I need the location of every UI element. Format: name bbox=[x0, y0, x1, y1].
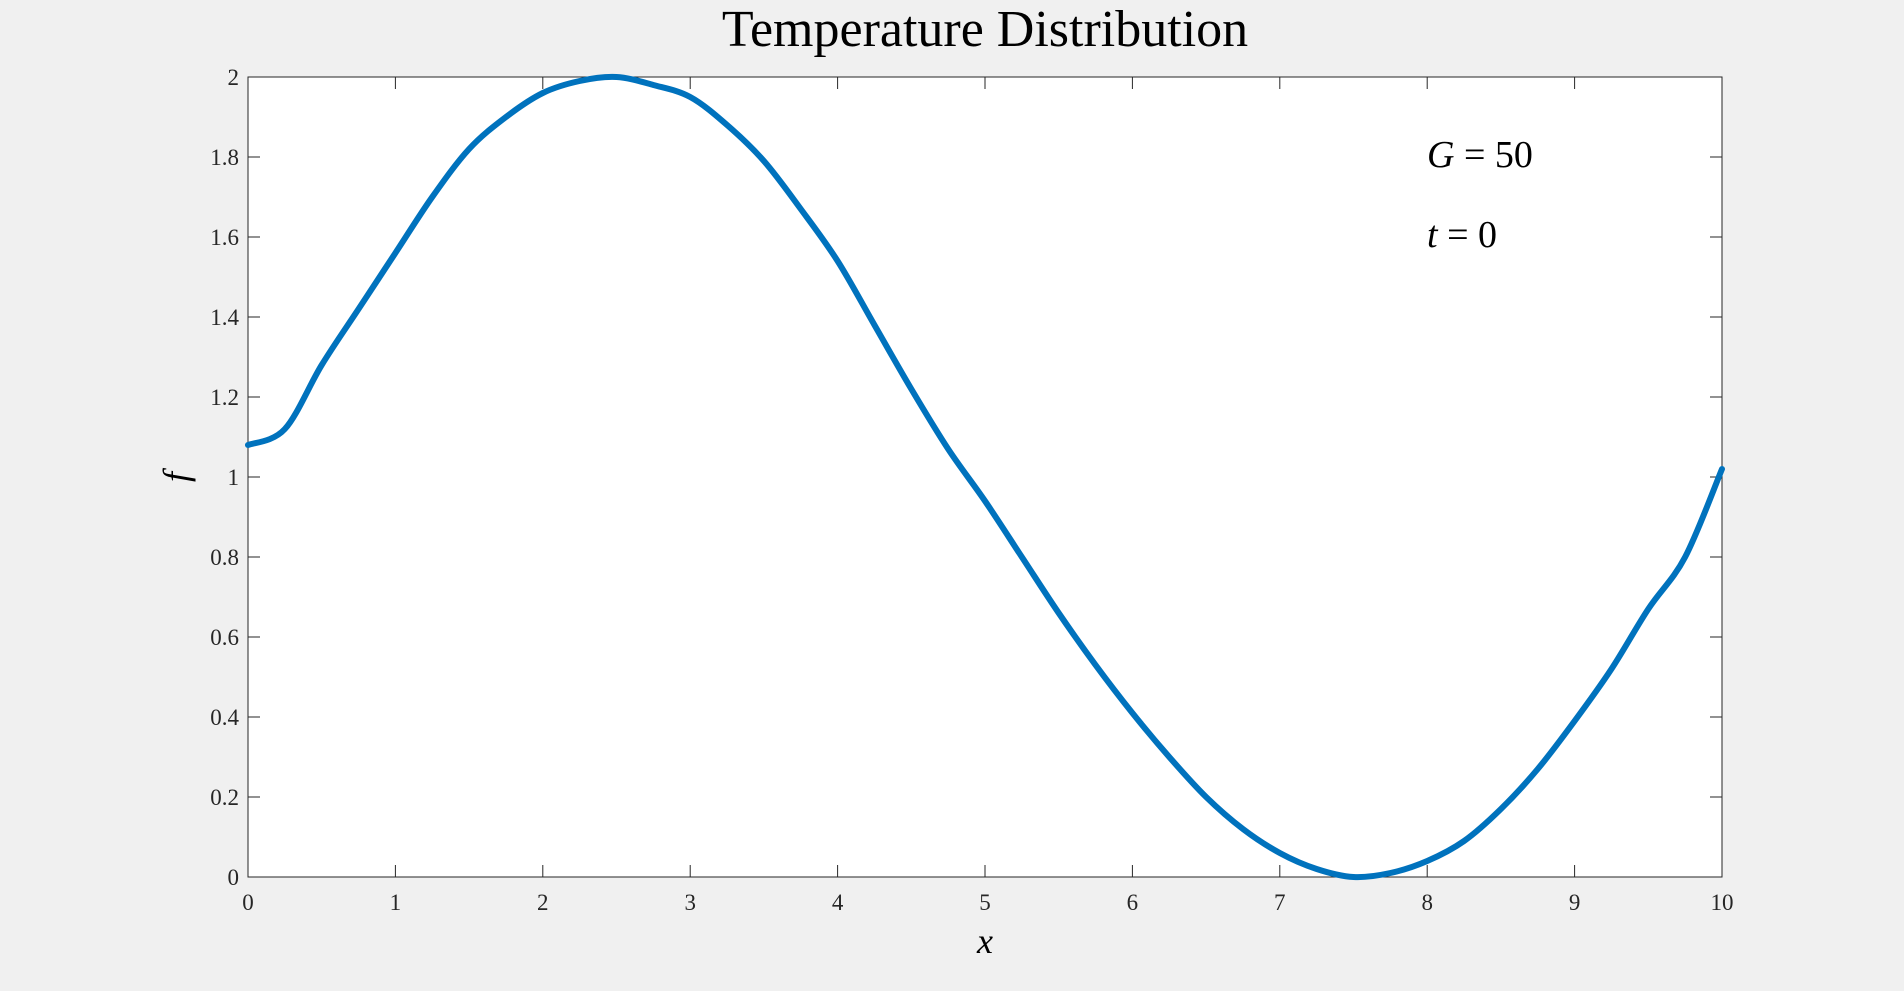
x-tick-label: 3 bbox=[684, 890, 696, 915]
y-tick-label: 1.4 bbox=[210, 305, 239, 330]
y-tick-label: 0.2 bbox=[210, 785, 239, 810]
y-tick-label: 0 bbox=[228, 865, 240, 890]
y-tick-label: 0.4 bbox=[210, 705, 239, 730]
y-axis-label: f bbox=[156, 467, 196, 482]
x-tick-label: 10 bbox=[1711, 890, 1734, 915]
x-tick-label: 8 bbox=[1421, 890, 1433, 915]
x-tick-label: 0 bbox=[242, 890, 254, 915]
chart-title: Temperature Distribution bbox=[722, 1, 1248, 58]
x-axis: 0 1 2 3 4 5 6 7 8 9 10 bbox=[242, 77, 1734, 915]
x-tick-label: 9 bbox=[1569, 890, 1581, 915]
annotations: G = 50 t = 0 bbox=[1427, 134, 1533, 256]
y-tick-label: 1.2 bbox=[210, 385, 239, 410]
x-tick-label: 6 bbox=[1127, 890, 1139, 915]
x-axis-label: x bbox=[976, 921, 993, 961]
plot-area bbox=[247, 76, 1723, 878]
annotation-equals: = bbox=[1454, 134, 1494, 176]
y-tick-label: 1.8 bbox=[210, 145, 239, 170]
x-tick-label: 4 bbox=[832, 890, 844, 915]
annotation-equals: = bbox=[1438, 214, 1478, 256]
annotation-value: 0 bbox=[1478, 214, 1497, 256]
x-tick-label: 7 bbox=[1274, 890, 1286, 915]
annotation-variable: G bbox=[1427, 134, 1454, 176]
annotation-value: 50 bbox=[1495, 134, 1533, 176]
series-line bbox=[245, 73, 1725, 881]
series-layer bbox=[245, 73, 1725, 881]
y-axis: 0 0.2 0.4 0.6 0.8 1 1.2 1.4 1.6 1.8 2 bbox=[210, 65, 1722, 890]
annotation-text: t = 0 bbox=[1427, 214, 1497, 256]
y-tick-label: 1 bbox=[228, 465, 240, 490]
annotation-variable: t bbox=[1427, 214, 1439, 256]
x-tick-label: 5 bbox=[979, 890, 991, 915]
y-tick-label: 1.6 bbox=[210, 225, 239, 250]
y-tick-label: 0.8 bbox=[210, 545, 239, 570]
x-tick-label: 2 bbox=[537, 890, 549, 915]
y-tick-label: 2 bbox=[228, 65, 240, 90]
y-tick-label: 0.6 bbox=[210, 625, 239, 650]
annotation-text: G = 50 bbox=[1427, 134, 1533, 176]
x-tick-label: 1 bbox=[390, 890, 402, 915]
